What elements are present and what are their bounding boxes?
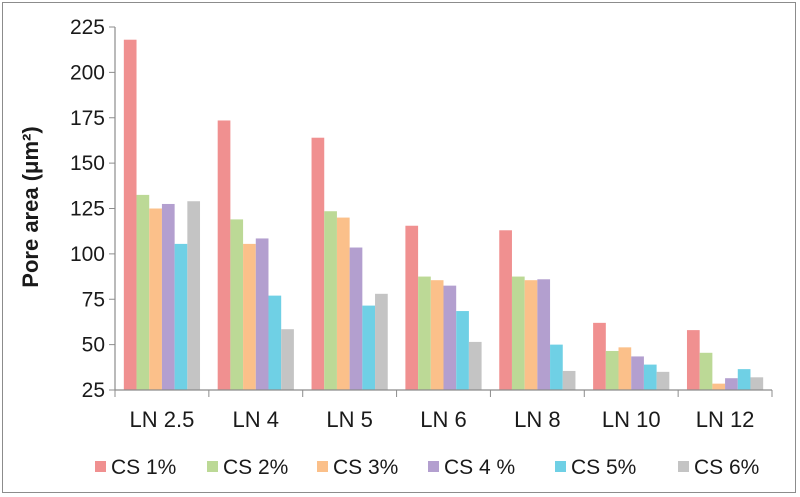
x-tick-label: LN 4	[233, 407, 279, 432]
bar	[699, 352, 713, 390]
legend-swatch	[95, 461, 106, 472]
bar	[405, 225, 419, 390]
bar	[686, 330, 700, 390]
bar	[456, 311, 469, 390]
bar	[243, 243, 256, 390]
bar	[336, 217, 350, 390]
x-tick-label: LN 8	[514, 407, 560, 432]
legend-swatch	[317, 461, 328, 472]
bar	[562, 370, 576, 390]
bar	[656, 371, 670, 390]
bar	[418, 276, 431, 390]
bar	[537, 279, 551, 390]
y-tick-label: 100	[70, 243, 105, 266]
x-axis-ticks: LN 2.5 LN 4 LN 5 LN 6 LN 8 LN 10 LN 12	[114, 390, 773, 432]
bars	[123, 39, 764, 391]
y-tick-label: 200	[70, 61, 105, 84]
legend-swatch	[207, 461, 218, 472]
legend-label: CS 3%	[333, 456, 398, 479]
legend-label: CS 1%	[111, 456, 176, 479]
bar	[174, 243, 188, 390]
legend-label: CS 4 %	[444, 456, 515, 479]
bar	[605, 350, 619, 390]
bar	[311, 137, 325, 390]
bar	[643, 364, 657, 390]
bar	[281, 329, 294, 390]
bar	[524, 280, 538, 390]
x-tick-label: LN 5	[326, 407, 372, 432]
bar	[550, 344, 563, 390]
y-axis-title-group: Pore area (μm²)	[18, 126, 43, 287]
legend-label: CS 5%	[571, 456, 636, 479]
y-tick-label: 125	[70, 198, 105, 221]
bar	[349, 247, 363, 390]
bar	[375, 293, 388, 390]
legend-swatch	[428, 461, 439, 472]
bar	[712, 383, 726, 390]
y-tick-label: 75	[82, 288, 105, 311]
bar	[230, 219, 244, 390]
bar	[268, 295, 282, 390]
bar	[187, 201, 201, 390]
bar	[161, 203, 175, 390]
bar	[593, 322, 606, 390]
legend-swatch	[555, 461, 566, 472]
bar	[324, 211, 337, 390]
y-tick-label: 25	[82, 379, 105, 402]
y-axis-title: Pore area (μm²)	[18, 126, 43, 287]
bar	[217, 120, 231, 390]
bar	[468, 341, 482, 390]
bar	[618, 347, 632, 390]
x-tick-label: LN 10	[602, 407, 661, 432]
y-tick-label: 50	[82, 334, 105, 357]
bar	[149, 208, 162, 390]
axes	[114, 27, 772, 391]
legend-swatch	[678, 461, 689, 472]
legend: CS 1% CS 2% CS 3% CS 4 % CS 5% CS 6%	[95, 456, 759, 479]
bar	[443, 285, 457, 390]
x-tick-label: LN 12	[696, 407, 755, 432]
y-tick-label: 175	[70, 107, 105, 130]
bar	[123, 39, 137, 391]
bar	[136, 194, 150, 390]
bar	[430, 280, 444, 390]
y-tick-label: 225	[70, 16, 105, 39]
y-tick-label: 150	[70, 152, 105, 175]
legend-label: CS 2%	[223, 456, 288, 479]
bar	[750, 377, 764, 390]
legend-label: CS 6%	[694, 456, 759, 479]
bar	[631, 356, 644, 390]
y-axis-ticks: 25 50 75 100 125 150 175 200 225	[70, 16, 115, 402]
bar	[725, 378, 738, 390]
bar	[362, 305, 376, 390]
x-tick-label: LN 6	[420, 407, 466, 432]
bar	[511, 276, 525, 390]
bar	[255, 238, 269, 390]
bar	[499, 230, 512, 390]
x-tick-label: LN 2.5	[130, 407, 195, 432]
bar	[737, 369, 751, 390]
